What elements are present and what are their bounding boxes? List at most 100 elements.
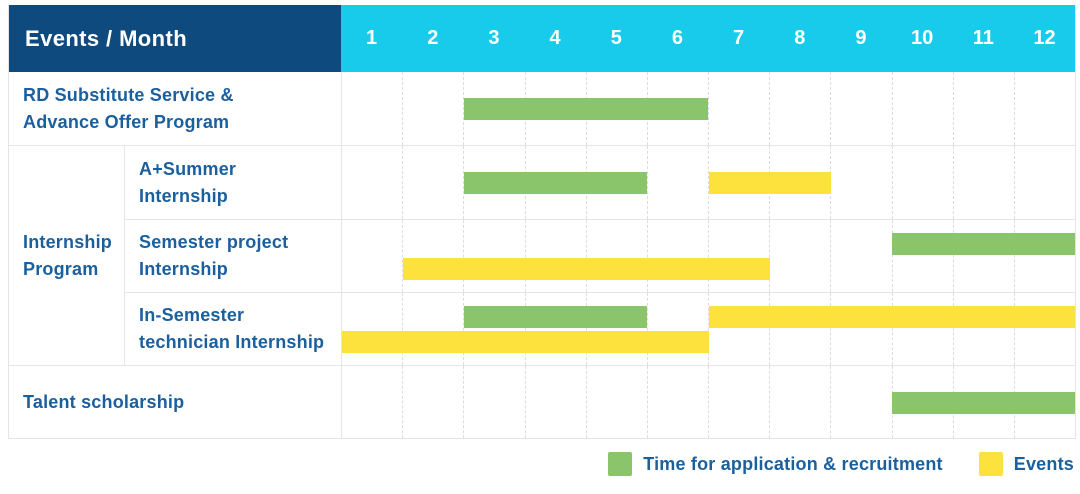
group-internship-program: Internship Program A+Summer Internship Semes… (9, 145, 1075, 365)
month-cell (646, 146, 708, 219)
row-a-plus-summer-internship: A+Summer Internship (125, 146, 1075, 219)
month-cell (830, 293, 891, 365)
legend-item-events: Events (978, 452, 1074, 476)
header-title: Events / Month (25, 25, 188, 51)
bar-event-in-semester-technician-internship (708, 306, 1075, 328)
month-cell (402, 293, 463, 365)
row-label-line: In-Semester (139, 305, 245, 325)
legend: Time for application & recruitment Event… (608, 452, 1074, 476)
row-label-line: Advance Offer Program (23, 111, 230, 132)
row-label-line: Talent scholarship (23, 391, 185, 412)
events-table: Events / Month 1 2 3 4 5 6 7 8 9 10 11 12 RD Substi… (8, 5, 1076, 439)
bar-application-talent-scholarship (891, 392, 1075, 414)
month-cell (830, 72, 891, 145)
month-cell (769, 72, 830, 145)
month-label: 11 (972, 27, 994, 49)
bar-application-semester-project-internship (891, 233, 1075, 255)
month-cell (463, 366, 524, 438)
month-label: 8 (794, 27, 806, 49)
month-label: 1 (366, 27, 378, 49)
row-label-line: RD Substitute Service & (23, 84, 234, 105)
month-cell (1013, 293, 1075, 365)
month-label: 3 (488, 27, 500, 49)
group-label-internship-program: Internship Program (9, 146, 125, 365)
month-label: 12 (1033, 27, 1056, 49)
row-semester-project-internship: Semester project Internship (125, 219, 1075, 292)
legend-label-events: Events (1013, 453, 1074, 474)
month-cell (1013, 146, 1075, 219)
group-rows-internship-program: A+Summer Internship Semester project Intern… (125, 146, 1075, 365)
month-cell (952, 146, 1014, 219)
month-cell (585, 366, 647, 438)
month-cell (342, 72, 402, 145)
row-label-line: Semester project (139, 232, 289, 252)
month-cell (646, 366, 708, 438)
row-talent-scholarship: Talent scholarship (9, 365, 1075, 438)
month-cell (402, 72, 463, 145)
yellow-swatch-icon (978, 452, 1003, 476)
month-cell (342, 220, 402, 292)
month-cell (463, 72, 524, 145)
legend-item-application: Time for application & recruitment (608, 452, 943, 476)
month-cell (952, 220, 1014, 292)
row-label-line: Internship (139, 259, 229, 279)
month-cell (342, 146, 402, 219)
month-cell (463, 293, 524, 365)
month-grid-a-plus-summer-internship (341, 146, 1075, 219)
month-cell (891, 220, 953, 292)
row-label-in-semester-technician-internship: In-Semester technician Internship (125, 293, 341, 365)
month-cell (891, 146, 953, 219)
month-label: 10 (911, 27, 934, 49)
month-cell (708, 366, 769, 438)
month-cell (402, 146, 463, 219)
month-cell (463, 146, 524, 219)
group-label-line: Program (23, 258, 99, 279)
month-cell (830, 146, 891, 219)
row-label-line: Internship (139, 185, 229, 206)
row-rd-substitute-service: RD Substitute Service & Advance Offer Pro… (9, 72, 1075, 145)
month-cell (463, 220, 524, 292)
month-cell (769, 293, 830, 365)
month-cell (524, 366, 586, 438)
month-cell (1013, 220, 1075, 292)
bar-event-semester-project-internship (403, 258, 770, 280)
row-label-semester-project-internship: Semester project Internship (125, 220, 341, 292)
month-label: 9 (855, 27, 867, 49)
month-grid-rd-substitute-service (341, 72, 1075, 145)
row-in-semester-technician-internship: In-Semester technician Internship (125, 292, 1075, 365)
month-header-row: 1 2 3 4 5 6 7 8 9 10 11 12 (341, 5, 1075, 72)
month-grid-semester-project-internship (341, 220, 1075, 292)
month-cell (646, 293, 708, 365)
month-cell (830, 366, 891, 438)
legend-label-application: Time for application & recruitment (643, 453, 943, 474)
month-cell (524, 220, 586, 292)
bar-event-in-semester-technician-internship (342, 331, 709, 353)
month-cell (1013, 72, 1075, 145)
month-cell (646, 220, 708, 292)
bar-event-a-plus-summer-internship (708, 172, 831, 194)
month-grid-talent-scholarship (341, 366, 1075, 438)
month-cell (342, 366, 402, 438)
row-label-a-plus-summer-internship: A+Summer Internship (125, 146, 341, 219)
month-cell (891, 72, 953, 145)
bar-application-rd-substitute-service (464, 98, 709, 120)
month-cell (952, 72, 1014, 145)
month-cell (585, 220, 647, 292)
month-cell (708, 220, 769, 292)
row-label-line: A+Summer (139, 158, 237, 179)
month-label: 2 (427, 27, 439, 49)
bar-application-in-semester-technician-internship (464, 306, 648, 328)
month-cell (524, 293, 586, 365)
month-cell (342, 293, 402, 365)
row-label-talent-scholarship: Talent scholarship (9, 366, 341, 438)
month-cell (708, 72, 769, 145)
month-cell (585, 293, 647, 365)
month-cell (769, 366, 830, 438)
month-cell (402, 220, 463, 292)
green-swatch-icon (608, 452, 633, 476)
row-label-line: technician Internship (139, 332, 325, 352)
month-label: 5 (610, 27, 622, 49)
month-cell (830, 220, 891, 292)
month-cell (402, 366, 463, 438)
